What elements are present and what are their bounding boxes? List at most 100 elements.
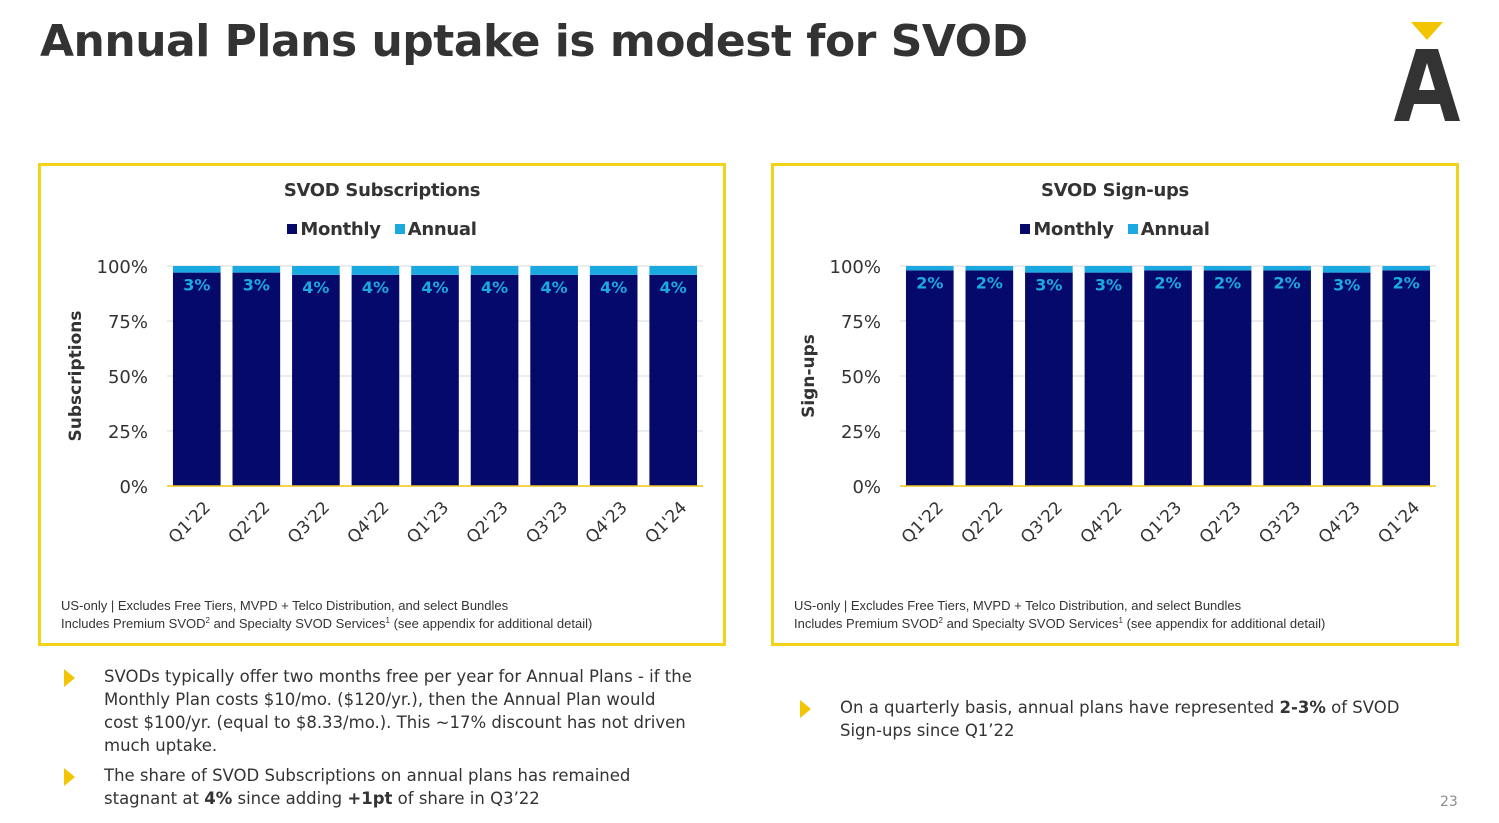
bar-annual xyxy=(1144,266,1192,271)
bullet-line: On a quarterly basis, annual plans have … xyxy=(840,696,1399,719)
data-label-annual: 4% xyxy=(481,278,508,297)
footnote-line-1: US-only | Excludes Free Tiers, MVPD + Te… xyxy=(61,598,509,613)
bar-annual xyxy=(1322,266,1371,273)
footnote-superscript: 1 xyxy=(1118,616,1123,625)
footnote-superscript: 1 xyxy=(385,616,390,625)
data-label-annual: 2% xyxy=(916,273,943,292)
bar-annual xyxy=(470,266,519,275)
bullet-arrow-icon xyxy=(800,700,811,718)
bar-annual xyxy=(905,266,954,271)
bullet-text: SVODs typically offer two months free pe… xyxy=(104,665,692,757)
bar-monthly xyxy=(965,270,1014,486)
data-label-annual: 3% xyxy=(1333,276,1360,295)
y-tick-label: 100% xyxy=(830,257,881,278)
bar-annual xyxy=(172,266,221,273)
x-tick-label: Q1'23 xyxy=(403,498,453,548)
bullet-text-span: On a quarterly basis, annual plans have … xyxy=(840,698,1280,717)
bar-annual xyxy=(1382,266,1431,271)
bar-monthly xyxy=(1144,270,1192,486)
logo-triangle-icon xyxy=(1411,22,1443,40)
data-label-annual: 3% xyxy=(1095,276,1122,295)
bullet-text: The share of SVOD Subscriptions on annua… xyxy=(104,764,630,810)
legend-label-monthly: Monthly xyxy=(300,219,381,240)
chart-legend: Monthly Annual xyxy=(41,219,723,240)
bar-annual xyxy=(530,266,578,275)
y-tick-label: 0% xyxy=(852,477,881,498)
bullet-line: much uptake. xyxy=(104,736,218,755)
data-label-annual: 4% xyxy=(600,278,627,297)
bullet-line: cost $100/yr. (equal to $8.33/mo.). This… xyxy=(104,713,686,732)
footnote-text: and Specialty SVOD Services xyxy=(209,616,386,631)
data-label-annual: 4% xyxy=(541,278,568,297)
bar-annual xyxy=(1025,266,1073,273)
legend-label-annual: Annual xyxy=(407,219,477,240)
x-tick-label: Q2'22 xyxy=(224,498,274,548)
x-tick-label: Q2'23 xyxy=(1196,498,1246,548)
bullet-text: On a quarterly basis, annual plans have … xyxy=(840,696,1399,742)
data-label-annual: 4% xyxy=(660,278,687,297)
footnote-text: Includes Premium SVOD xyxy=(794,616,939,631)
y-tick-label: 75% xyxy=(108,312,148,333)
bar-monthly xyxy=(232,272,281,486)
legend-label-annual: Annual xyxy=(1140,219,1210,240)
data-label-annual: 2% xyxy=(1214,273,1241,292)
footnote-line-1: US-only | Excludes Free Tiers, MVPD + Te… xyxy=(794,598,1242,613)
x-tick-label: Q1'23 xyxy=(1136,498,1186,548)
brand-logo xyxy=(1394,22,1460,121)
bullet-text-span: of share in Q3’22 xyxy=(392,789,540,808)
bar-monthly xyxy=(530,274,578,486)
legend-item-monthly: Monthly xyxy=(287,219,381,240)
bar-monthly xyxy=(1025,272,1073,486)
y-tick-label: 25% xyxy=(841,422,881,443)
footnote-line-2: Includes Premium SVOD2 and Specialty SVO… xyxy=(794,615,1325,633)
bullet-signups-share: On a quarterly basis, annual plans have … xyxy=(800,696,1420,744)
y-tick-label: 25% xyxy=(108,422,148,443)
bullet-emphasis: 2-3% xyxy=(1279,698,1326,717)
bar-annual xyxy=(589,266,638,275)
bar-annual xyxy=(1084,266,1133,273)
bar-monthly xyxy=(411,274,459,486)
signups-bar-chart: 0% 25% 50% 75% 100% Sign-ups 2% Q1'22 2% Q2'22 3% Q… xyxy=(799,257,1436,548)
bullet-line: stagnant at 4% since adding +1pt of shar… xyxy=(104,787,630,810)
bar-monthly xyxy=(1382,270,1431,486)
bullet-line: SVODs typically offer two months free pe… xyxy=(104,667,692,686)
data-label-annual: 4% xyxy=(362,278,389,297)
x-tick-label: Q1'22 xyxy=(165,498,215,548)
bullet-line: The share of SVOD Subscriptions on annua… xyxy=(104,766,631,785)
y-axis-label: Sign-ups xyxy=(799,334,819,418)
x-tick-label: Q1'24 xyxy=(641,498,691,548)
bullet-annual-plan-pricing: SVODs typically offer two months free pe… xyxy=(64,665,724,760)
x-tick-label: Q4'22 xyxy=(344,498,394,548)
data-label-annual: 2% xyxy=(1393,273,1420,292)
bar-monthly xyxy=(1203,270,1252,486)
bar-monthly xyxy=(1084,272,1133,486)
bullet-line: Sign-ups since Q1’22 xyxy=(840,721,1015,740)
x-tick-label: Q4'23 xyxy=(582,498,632,548)
footnote-text: (see appendix for additional detail) xyxy=(1122,616,1326,631)
y-tick-label: 0% xyxy=(119,477,148,498)
chart-title: SVOD Sign-ups xyxy=(1041,180,1189,201)
x-tick-label: Q1'22 xyxy=(898,498,948,548)
bar-monthly xyxy=(292,274,340,486)
legend-item-annual: Annual xyxy=(1127,219,1210,240)
bar-annual xyxy=(351,266,400,275)
data-label-annual: 3% xyxy=(183,276,210,295)
bar-monthly xyxy=(589,274,638,486)
legend-swatch-monthly xyxy=(1020,224,1031,234)
x-tick-label: Q4'23 xyxy=(1315,498,1365,548)
bar-monthly xyxy=(470,274,519,486)
bullet-arrow-icon xyxy=(64,669,75,687)
page-title: Annual Plans uptake is modest for SVOD xyxy=(40,16,1028,67)
data-label-annual: 2% xyxy=(976,273,1003,292)
data-label-annual: 3% xyxy=(1035,276,1062,295)
data-label-annual: 3% xyxy=(243,276,270,295)
bar-monthly xyxy=(905,270,954,486)
legend-swatch-monthly xyxy=(287,224,298,234)
legend-item-monthly: Monthly xyxy=(1020,219,1114,240)
footnote-superscript: 2 xyxy=(205,616,210,625)
bar-annual xyxy=(1203,266,1252,271)
data-label-annual: 4% xyxy=(421,278,448,297)
footnote-text: and Specialty SVOD Services xyxy=(942,616,1119,631)
bar-annual xyxy=(232,266,281,273)
bullet-emphasis: +1pt xyxy=(347,789,393,808)
